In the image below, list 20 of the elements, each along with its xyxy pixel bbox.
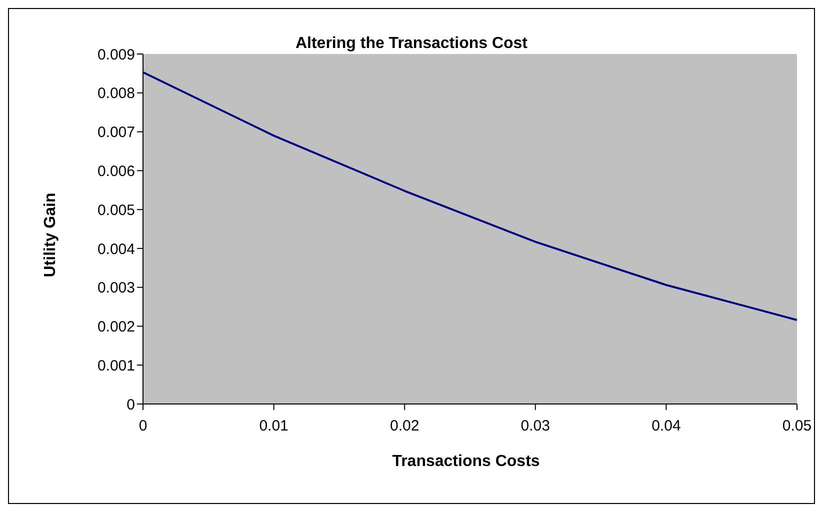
x-tick-label: 0.04: [652, 418, 681, 435]
line-series: [143, 71, 797, 321]
x-tick-label: 0.01: [259, 418, 288, 435]
chart-title: Altering the Transactions Cost: [295, 35, 528, 52]
x-tick-label: 0.03: [520, 418, 550, 435]
y-tick-label: 0.002: [97, 318, 135, 336]
y-tick-label: 0: [126, 396, 135, 414]
y-tick-label: 0.005: [97, 202, 135, 219]
y-tick-label: 0.004: [97, 240, 135, 258]
x-tick-label: 0: [138, 418, 148, 435]
y-tick-label: 0.009: [97, 46, 135, 64]
x-axis-title: Transactions Costs: [391, 453, 541, 471]
x-tick-label: 0.02: [390, 418, 420, 435]
y-tick-label: 0.006: [97, 162, 135, 180]
y-tick-label: 0.003: [97, 280, 135, 297]
y-tick-label: 0.007: [97, 124, 135, 142]
x-tick-label: 0.05: [782, 418, 812, 435]
y-tick-label: 0.001: [97, 357, 135, 374]
y-axis-title: Utility Gain: [42, 192, 60, 278]
y-tick-label: 0.008: [97, 85, 135, 102]
